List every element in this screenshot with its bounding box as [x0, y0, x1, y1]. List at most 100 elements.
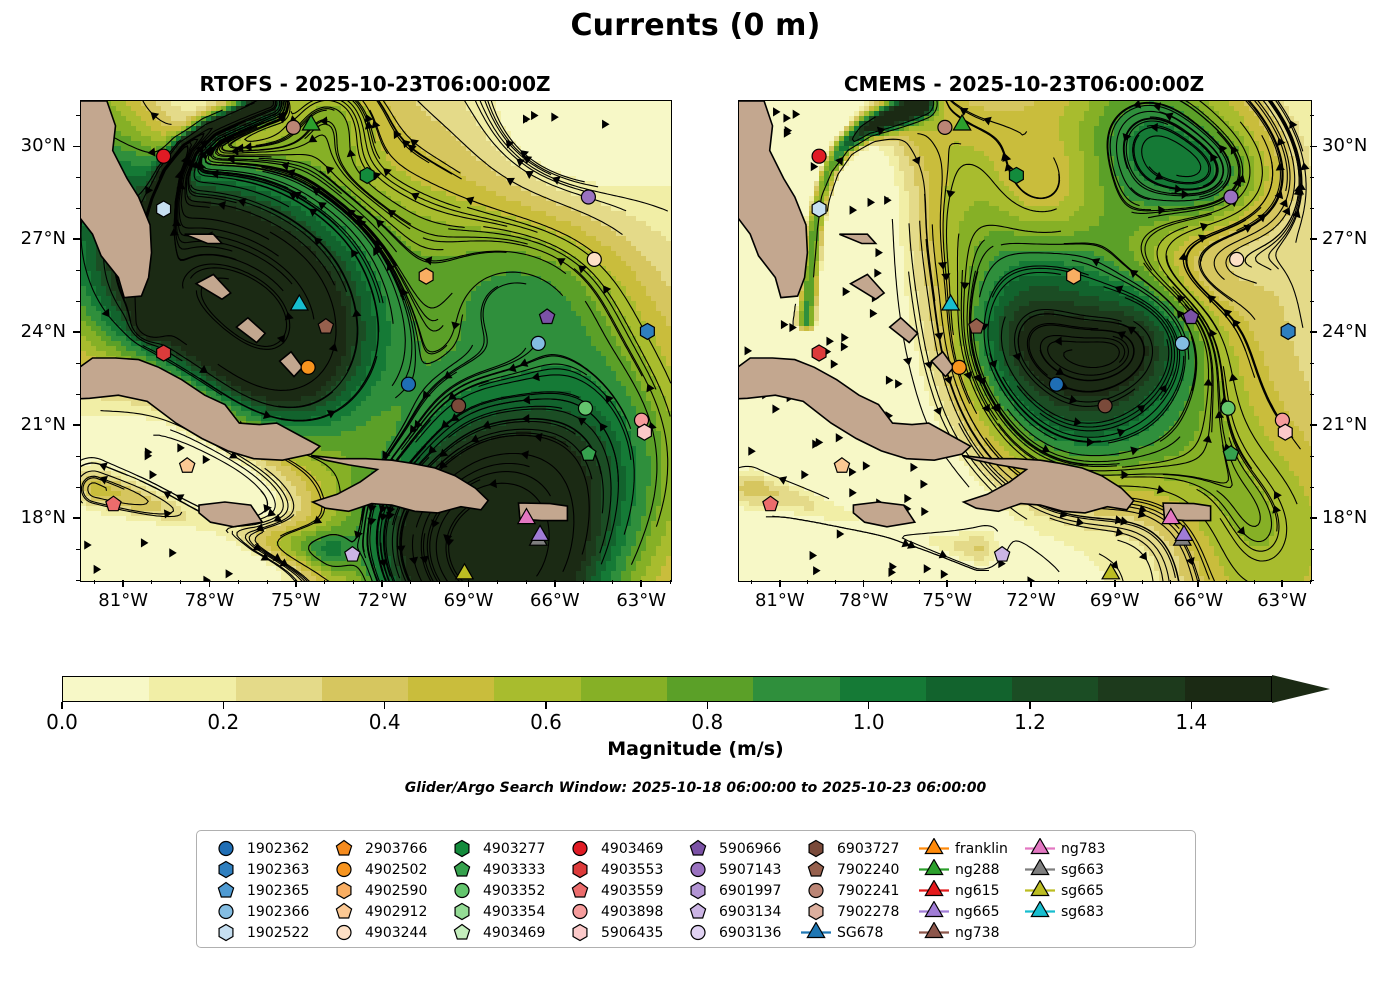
- legend-item[interactable]: ng615: [917, 880, 1023, 901]
- legend-item[interactable]: 5906435: [563, 922, 681, 943]
- platform-markers[interactable]: [762, 113, 1296, 580]
- marker-sg683[interactable]: [1030, 901, 1050, 918]
- marker-sg683[interactable]: [289, 293, 309, 311]
- marker-ng288[interactable]: [924, 859, 944, 876]
- legend-item[interactable]: 4903898: [563, 901, 681, 922]
- marker-1902366[interactable]: [218, 903, 234, 920]
- legend-item[interactable]: 1902522: [209, 922, 327, 943]
- legend-item[interactable]: sg683: [1023, 901, 1115, 922]
- marker-1902362[interactable]: [218, 840, 234, 857]
- marker-4903244[interactable]: [1229, 251, 1245, 267]
- marker-4902590[interactable]: [336, 881, 352, 900]
- legend-item[interactable]: 4903553: [563, 859, 681, 880]
- marker-ng783[interactable]: [516, 507, 537, 525]
- marker-4903559[interactable]: [762, 495, 779, 512]
- legend-item[interactable]: 6903134: [681, 901, 799, 922]
- marker-4902912[interactable]: [833, 457, 851, 473]
- marker-1902365[interactable]: [217, 881, 235, 898]
- legend-item[interactable]: 7902241: [799, 880, 917, 901]
- marker-4903898[interactable]: [572, 903, 588, 920]
- marker-4902502[interactable]: [300, 359, 316, 375]
- marker-4903333[interactable]: [453, 860, 471, 877]
- marker-4902502[interactable]: [336, 861, 352, 878]
- marker-sg665[interactable]: [454, 562, 475, 580]
- marker-5906435[interactable]: [572, 923, 588, 942]
- marker-6903727[interactable]: [1097, 398, 1113, 414]
- colorbar[interactable]: [62, 674, 1330, 703]
- marker-4903277[interactable]: [454, 839, 470, 858]
- marker-ng665[interactable]: [1174, 524, 1194, 541]
- legend-item[interactable]: sg665: [1023, 880, 1115, 901]
- legend-item[interactable]: SG678: [799, 922, 917, 943]
- marker-4902590[interactable]: [1066, 267, 1082, 285]
- marker-4903553[interactable]: [572, 860, 588, 879]
- marker-1902366[interactable]: [530, 335, 546, 351]
- legend-item[interactable]: 4903244: [327, 922, 445, 943]
- marker-5907143[interactable]: [1223, 189, 1239, 205]
- marker-ng665[interactable]: [924, 901, 944, 918]
- marker-4903559[interactable]: [571, 881, 589, 898]
- marker-ng738[interactable]: [924, 922, 944, 939]
- marker-7902241[interactable]: [285, 119, 301, 135]
- marker-6903727[interactable]: [808, 839, 824, 858]
- marker-4903469[interactable]: [811, 148, 827, 164]
- marker-7902240[interactable]: [968, 317, 985, 334]
- marker-1902363[interactable]: [639, 322, 655, 341]
- legend-item[interactable]: 1902363: [209, 859, 327, 880]
- marker-4903244[interactable]: [336, 924, 352, 941]
- marker-1902362[interactable]: [400, 376, 417, 392]
- marker-4903244[interactable]: [586, 251, 602, 267]
- marker-7902241[interactable]: [937, 119, 953, 135]
- marker-1902363[interactable]: [218, 860, 234, 879]
- legend-item[interactable]: 4902502: [327, 859, 445, 880]
- marker-sg665[interactable]: [1101, 562, 1121, 580]
- marker-4903469[interactable]: [572, 840, 588, 857]
- legend-item[interactable]: 1902362: [209, 838, 327, 859]
- legend-item[interactable]: 4903559: [563, 880, 681, 901]
- marker-4902590[interactable]: [418, 267, 434, 285]
- legend-item[interactable]: ng783: [1023, 838, 1115, 859]
- marker-6901997[interactable]: [690, 881, 706, 900]
- marker-4903333[interactable]: [1222, 445, 1240, 461]
- legend-item[interactable]: 4903469: [445, 922, 563, 943]
- marker-sg665[interactable]: [1030, 880, 1050, 897]
- marker-sg683[interactable]: [940, 293, 961, 311]
- marker-4903354[interactable]: [454, 902, 470, 921]
- marker-4903352[interactable]: [1220, 400, 1236, 416]
- marker-5906435[interactable]: [636, 423, 652, 441]
- marker-5906966[interactable]: [1182, 308, 1200, 325]
- marker-6903727[interactable]: [451, 398, 467, 414]
- marker-4902502[interactable]: [951, 359, 967, 375]
- marker-5906966[interactable]: [689, 839, 707, 856]
- marker-sg663[interactable]: [1030, 859, 1050, 876]
- marker-5907143[interactable]: [690, 861, 706, 878]
- marker-SG678[interactable]: [806, 922, 826, 939]
- marker-4902912[interactable]: [178, 457, 196, 473]
- legend-item[interactable]: 2903766: [327, 838, 445, 859]
- legend-item[interactable]: 4903352: [445, 880, 563, 901]
- marker-7902240[interactable]: [807, 860, 825, 877]
- marker-ng665[interactable]: [530, 524, 550, 541]
- marker-4903352[interactable]: [454, 882, 470, 899]
- map-panel-rtofs[interactable]: [80, 100, 672, 582]
- marker-1902362[interactable]: [1048, 376, 1065, 392]
- legend-item[interactable]: 4903277: [445, 838, 563, 859]
- legend-item[interactable]: 4903354: [445, 901, 563, 922]
- legend-item[interactable]: 5906966: [681, 838, 799, 859]
- marker-2903766[interactable]: [335, 839, 353, 856]
- legend-item[interactable]: 4902912: [327, 901, 445, 922]
- marker-ng288[interactable]: [301, 113, 321, 131]
- marker-4903277[interactable]: [359, 166, 375, 185]
- marker-ng615[interactable]: [924, 880, 944, 897]
- marker-5907143[interactable]: [580, 189, 596, 205]
- platform-markers[interactable]: [105, 113, 655, 580]
- legend-item[interactable]: 4903333: [445, 859, 563, 880]
- legend-item[interactable]: 6903136: [681, 922, 799, 943]
- marker-5906966[interactable]: [538, 308, 556, 325]
- marker-5906435[interactable]: [1277, 423, 1293, 441]
- marker-4903553[interactable]: [156, 344, 172, 362]
- marker-1902522[interactable]: [811, 200, 827, 218]
- legend-item[interactable]: 4902590: [327, 880, 445, 901]
- marker-ng783[interactable]: [1161, 507, 1181, 525]
- legend-item[interactable]: 1902366: [209, 901, 327, 922]
